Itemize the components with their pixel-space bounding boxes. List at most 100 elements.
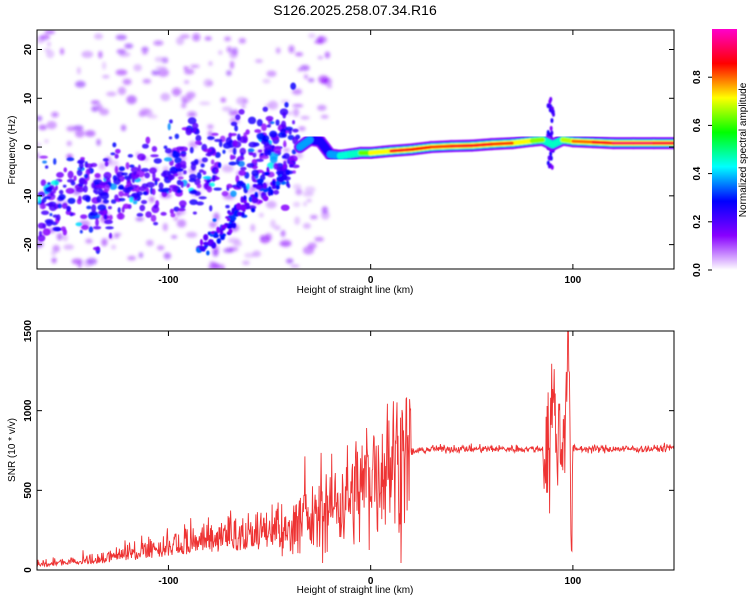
spectrogram-band-blob bbox=[150, 154, 159, 158]
spectrogram-band-blob bbox=[70, 181, 76, 186]
spectrogram-band-blob bbox=[102, 199, 109, 204]
spectrogram-band-blob bbox=[112, 142, 117, 148]
spectrogram-noise-blob bbox=[224, 36, 232, 42]
spectrogram-noise-blob bbox=[317, 55, 324, 60]
spectrogram-band-blob bbox=[214, 169, 219, 173]
spectrogram-noise-blob bbox=[176, 36, 185, 46]
spectrogram-noise-blob bbox=[220, 97, 227, 103]
spectrogram-noise-blob bbox=[116, 49, 127, 55]
spectrogram-noise-blob bbox=[98, 50, 103, 59]
spectrogram-band-blob bbox=[258, 199, 263, 204]
spectrogram-noise-blob bbox=[274, 225, 281, 231]
spectrogram-band-blob bbox=[102, 158, 109, 162]
spectrogram-band-blob bbox=[58, 193, 66, 200]
spectrogram-band-blob bbox=[214, 151, 221, 159]
spectrogram-streak-blob bbox=[266, 166, 270, 174]
spectrogram-band-blob bbox=[44, 186, 53, 193]
spectrogram-noise-blob bbox=[59, 47, 65, 55]
spectrogram-band-blob bbox=[229, 132, 237, 137]
spectrogram-band-blob bbox=[148, 167, 157, 174]
spectrogram-band-blob bbox=[168, 136, 173, 140]
spectrogram-noise-blob bbox=[262, 78, 271, 84]
spectrogram-noise-blob bbox=[226, 70, 232, 76]
spectrogram-band-blob bbox=[122, 187, 132, 193]
spectrogram-band-blob bbox=[162, 170, 170, 175]
spectrogram-band-blob bbox=[61, 202, 68, 209]
spectrogram-band-blob bbox=[134, 174, 140, 178]
spectrogram-band-blob bbox=[160, 189, 169, 193]
spectrogram-band-blob bbox=[42, 160, 47, 164]
spectrogram-noise-blob bbox=[115, 69, 128, 76]
spectrogram-streak-blob bbox=[264, 171, 271, 176]
spectrogram-band-blob bbox=[104, 219, 113, 225]
colorbar-tick-label: 0.6 bbox=[692, 118, 703, 132]
spectrogram-noise-blob bbox=[302, 201, 308, 207]
colorbar-tick-label: 0.4 bbox=[692, 166, 703, 180]
spectrogram-y-tick-label: 0 bbox=[23, 144, 34, 150]
spectrogram-band-blob bbox=[113, 177, 121, 185]
spectrogram-streak-blob bbox=[288, 161, 295, 165]
spectrogram-band-blob bbox=[139, 204, 146, 212]
spectrogram-band-blob bbox=[269, 130, 278, 138]
spectrogram-noise-blob bbox=[285, 258, 294, 264]
spectrogram-noise-blob bbox=[317, 104, 327, 111]
spectrogram-band-blob bbox=[39, 155, 48, 159]
spectrogram-band-blob bbox=[203, 148, 212, 153]
spectrogram-noise-blob bbox=[183, 80, 190, 84]
spectrogram-band-blob bbox=[104, 161, 109, 167]
spectrogram-band-blob bbox=[209, 182, 215, 187]
spectrogram-noise-blob bbox=[302, 246, 315, 255]
spectrogram-noise-blob bbox=[39, 34, 50, 40]
spectrogram-band-blob bbox=[160, 211, 167, 216]
spectrogram-band-blob bbox=[89, 211, 99, 217]
spectrogram-band-blob bbox=[98, 210, 104, 215]
spectrogram-band-blob bbox=[45, 165, 49, 169]
spectrogram-y-tick-label: 20 bbox=[23, 44, 34, 56]
spectrogram-noise-blob bbox=[171, 87, 182, 97]
spectrogram-band-blob bbox=[137, 153, 146, 161]
spectrogram-streak-blob bbox=[220, 224, 227, 230]
spectrogram-noise-blob bbox=[37, 152, 40, 159]
spectrogram-band-blob bbox=[188, 189, 198, 195]
spectrogram-noise-blob bbox=[101, 61, 107, 70]
snr-y-label: SNR (10 * v/v) bbox=[7, 418, 18, 482]
spectrogram-band-blob bbox=[291, 164, 300, 169]
spectrogram-streak-blob bbox=[235, 202, 242, 210]
spectrogram-noise-blob bbox=[297, 67, 303, 72]
spectrogram-band-blob bbox=[86, 205, 92, 210]
spectrogram-band-blob bbox=[185, 127, 192, 136]
spectrogram-noise-blob bbox=[221, 106, 233, 112]
spectrogram-noise-blob bbox=[184, 68, 195, 75]
spectrogram-noise-blob bbox=[185, 231, 198, 238]
spectrogram-x-ticks: -100 0 100 bbox=[158, 30, 582, 286]
spectrogram-band-blob bbox=[202, 170, 207, 175]
spectrogram-noise-blob bbox=[162, 223, 168, 232]
spectrogram-band-blob bbox=[115, 148, 121, 154]
spectrogram-band-blob bbox=[177, 176, 184, 180]
spectrogram-noise-blob bbox=[270, 219, 276, 229]
spectrogram-band-blob bbox=[237, 156, 245, 161]
spectrogram-band-blob bbox=[211, 132, 219, 136]
spectrogram-noise-blob bbox=[126, 95, 137, 105]
spectrogram-band-blob bbox=[255, 158, 264, 163]
spectrogram-band-blob bbox=[48, 201, 57, 207]
spectrogram-streak-blob bbox=[240, 196, 244, 203]
spectrogram-band-blob bbox=[94, 190, 99, 195]
snr-series-line bbox=[37, 331, 674, 568]
spectrogram-noise-blob bbox=[51, 111, 59, 118]
spectrogram-band-blob bbox=[60, 226, 67, 232]
spectrogram-noise-blob bbox=[266, 70, 277, 77]
colorbar-ticks: 0.0 0.2 0.4 0.6 0.8 bbox=[692, 70, 712, 277]
spectrogram-band-blob bbox=[91, 204, 97, 213]
spectrogram-noise-blob bbox=[113, 232, 122, 236]
spectrogram-band-blob bbox=[218, 140, 223, 148]
spectrogram-band-blob bbox=[42, 223, 47, 229]
spectrogram-band-blob bbox=[41, 210, 50, 216]
spectrogram-band-blob bbox=[170, 170, 177, 175]
spectrogram-noise-blob bbox=[228, 109, 240, 116]
spectrogram-noise-blob bbox=[190, 64, 200, 68]
spectrogram-band-blob bbox=[151, 146, 158, 152]
snr-y-tick-label: 1000 bbox=[23, 399, 34, 422]
spectrogram-band-blob bbox=[273, 162, 278, 170]
spectrogram-band-blob bbox=[163, 145, 168, 150]
